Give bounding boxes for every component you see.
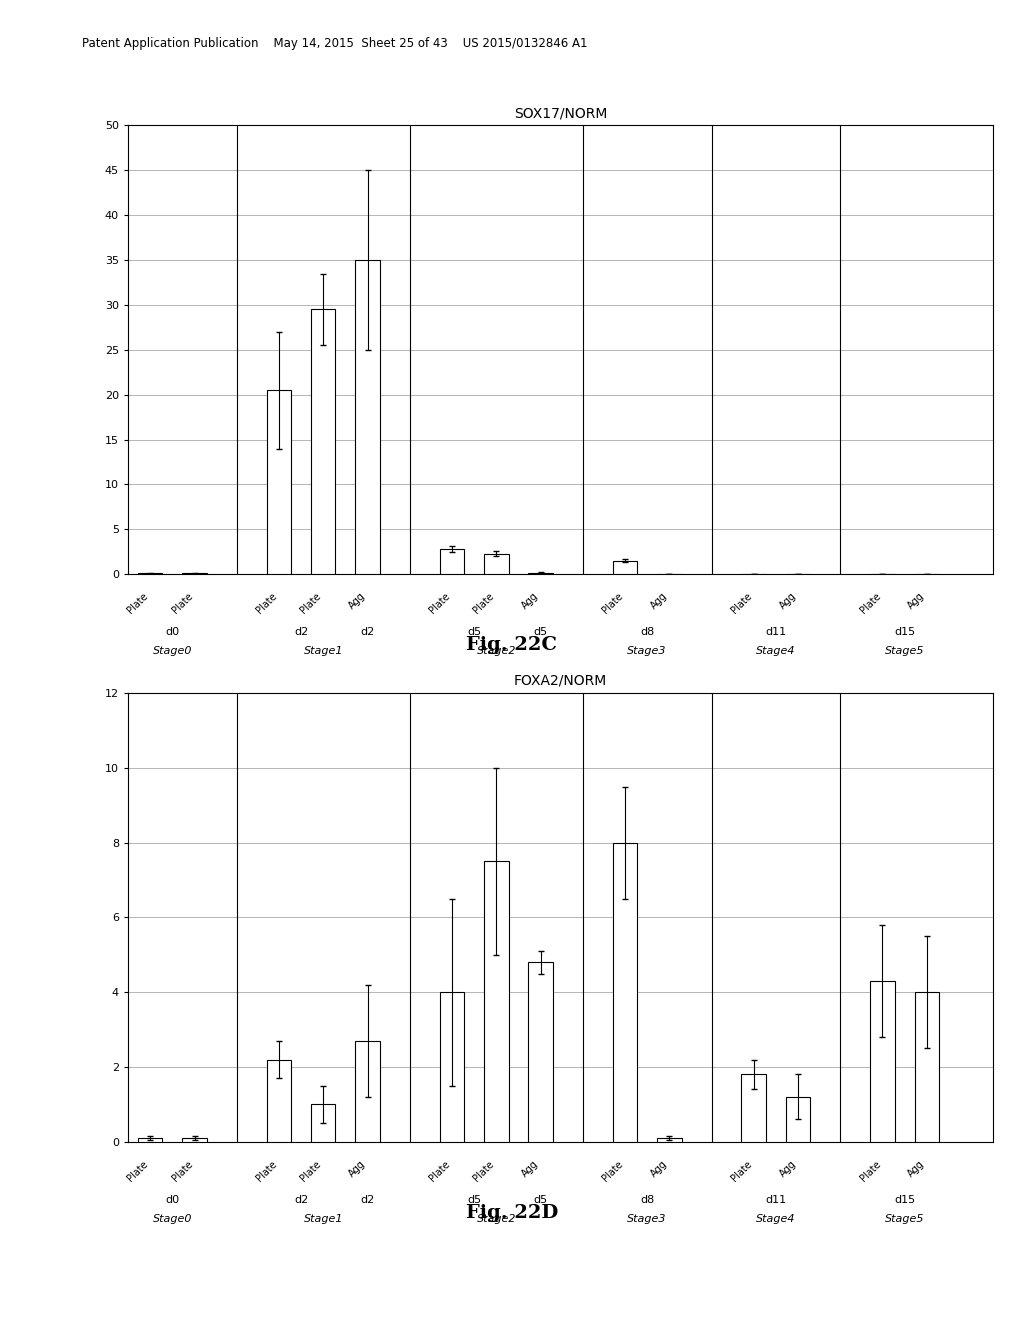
Text: Plate: Plate: [427, 591, 452, 615]
Text: Stage2: Stage2: [476, 647, 516, 656]
Text: Stage4: Stage4: [756, 647, 796, 656]
Bar: [612, 842, 637, 1142]
Bar: [484, 553, 509, 574]
Text: Agg: Agg: [649, 1159, 670, 1179]
Text: d11: d11: [765, 627, 786, 638]
Text: Plate: Plate: [858, 591, 883, 615]
Bar: [355, 260, 380, 574]
Bar: [138, 1138, 163, 1142]
Bar: [484, 862, 509, 1142]
Text: d5: d5: [534, 627, 548, 638]
Bar: [266, 1060, 291, 1142]
Bar: [266, 391, 291, 574]
Text: d0: d0: [165, 1195, 179, 1205]
Text: Plate: Plate: [472, 1159, 497, 1183]
Text: d2: d2: [294, 1195, 308, 1205]
Text: Patent Application Publication    May 14, 2015  Sheet 25 of 43    US 2015/013284: Patent Application Publication May 14, 2…: [82, 37, 588, 50]
Bar: [741, 1074, 766, 1142]
Text: Agg: Agg: [906, 1159, 927, 1179]
Text: Stage5: Stage5: [885, 647, 925, 656]
Text: d0: d0: [165, 627, 179, 638]
Text: Stage0: Stage0: [153, 647, 193, 656]
Bar: [439, 549, 464, 574]
Text: Fig. 22D: Fig. 22D: [466, 1204, 558, 1222]
Text: Agg: Agg: [520, 591, 541, 611]
Text: d5: d5: [467, 1195, 481, 1205]
Bar: [528, 962, 553, 1142]
Title: FOXA2/NORM: FOXA2/NORM: [514, 673, 607, 688]
Text: d2: d2: [360, 1195, 375, 1205]
Text: Stage5: Stage5: [885, 1214, 925, 1224]
Text: Agg: Agg: [347, 1159, 368, 1179]
Bar: [914, 993, 939, 1142]
Text: Stage2: Stage2: [476, 1214, 516, 1224]
Bar: [528, 573, 553, 574]
Text: Plate: Plate: [299, 1159, 324, 1183]
Text: Plate: Plate: [729, 1159, 754, 1183]
Text: Agg: Agg: [777, 591, 798, 611]
Bar: [439, 993, 464, 1142]
Text: Stage3: Stage3: [628, 647, 667, 656]
Text: Agg: Agg: [520, 1159, 541, 1179]
Text: d8: d8: [640, 627, 654, 638]
Text: Plate: Plate: [600, 591, 625, 615]
Text: Stage1: Stage1: [303, 1214, 343, 1224]
Text: Stage1: Stage1: [303, 647, 343, 656]
Text: Plate: Plate: [126, 591, 151, 615]
Bar: [311, 309, 336, 574]
Bar: [612, 561, 637, 574]
Text: Plate: Plate: [254, 1159, 279, 1183]
Text: Plate: Plate: [729, 591, 754, 615]
Text: d2: d2: [294, 627, 308, 638]
Text: Plate: Plate: [126, 1159, 151, 1183]
Text: Stage0: Stage0: [153, 1214, 193, 1224]
Bar: [785, 1097, 810, 1142]
Text: Plate: Plate: [254, 591, 279, 615]
Text: Plate: Plate: [427, 1159, 452, 1183]
Text: Plate: Plate: [170, 1159, 195, 1183]
Text: Stage4: Stage4: [756, 1214, 796, 1224]
Text: Stage3: Stage3: [628, 1214, 667, 1224]
Text: Agg: Agg: [649, 591, 670, 611]
Text: Plate: Plate: [299, 591, 324, 615]
Text: Agg: Agg: [347, 591, 368, 611]
Text: Agg: Agg: [777, 1159, 798, 1179]
Bar: [311, 1105, 336, 1142]
Text: Plate: Plate: [600, 1159, 625, 1183]
Text: Fig. 22C: Fig. 22C: [467, 636, 557, 655]
Text: d2: d2: [360, 627, 375, 638]
Bar: [355, 1040, 380, 1142]
Text: Plate: Plate: [170, 591, 195, 615]
Bar: [182, 1138, 207, 1142]
Text: d15: d15: [894, 1195, 915, 1205]
Bar: [657, 1138, 682, 1142]
Text: d5: d5: [467, 627, 481, 638]
Text: d5: d5: [534, 1195, 548, 1205]
Text: Agg: Agg: [906, 591, 927, 611]
Text: d8: d8: [640, 1195, 654, 1205]
Text: Plate: Plate: [472, 591, 497, 615]
Title: SOX17/NORM: SOX17/NORM: [514, 106, 607, 120]
Text: d15: d15: [894, 627, 915, 638]
Bar: [870, 981, 895, 1142]
Text: Plate: Plate: [858, 1159, 883, 1183]
Text: d11: d11: [765, 1195, 786, 1205]
